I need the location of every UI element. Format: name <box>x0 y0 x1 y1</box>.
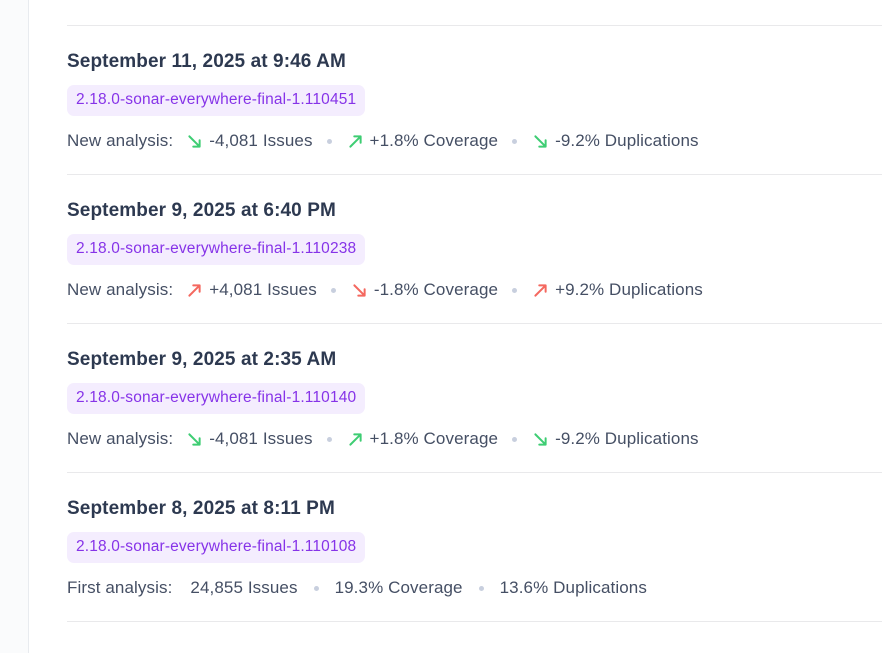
analysis-entry[interactable]: September 9, 2025 at 2:35 AM 2.18.0-sonar… <box>67 324 882 473</box>
trend-up-icon <box>188 283 201 297</box>
analysis-entry[interactable]: September 11, 2025 at 9:46 AM 2.18.0-sona… <box>67 26 882 175</box>
metric-value: +4,081 Issues <box>209 280 317 299</box>
analysis-date: September 11, 2025 at 9:46 AM <box>67 51 346 72</box>
metric-value: +1.8% Coverage <box>369 131 499 150</box>
trend-up-icon <box>534 283 547 297</box>
analysis-date: September 9, 2025 at 2:35 AM <box>67 349 337 370</box>
version-badge-row: 2.18.0-sonar-everywhere-final-1.110451 <box>67 85 882 116</box>
metric-value: 13.6% Duplications <box>499 578 647 597</box>
version-badge-row: 2.18.0-sonar-everywhere-final-1.110238 <box>67 234 882 265</box>
dot-separator-icon <box>512 287 518 293</box>
trend-down-icon <box>188 432 201 446</box>
analysis-summary: New analysis: -4,081 Issues +1.8% Coverage… <box>67 427 882 451</box>
dot-separator-icon <box>326 436 332 442</box>
analysis-type-label: New analysis: <box>67 131 174 150</box>
analysis-entry[interactable]: September 9, 2025 at 6:40 PM 2.18.0-sonar… <box>67 175 882 324</box>
metric-value: +9.2% Duplications <box>555 280 703 299</box>
trend-up-icon <box>348 432 362 446</box>
analysis-type-label: First analysis: <box>67 578 173 597</box>
trend-down-icon <box>188 134 201 148</box>
metric-value: -9.2% Duplications <box>555 131 699 150</box>
dot-separator-icon <box>330 287 336 293</box>
analysis-activity-list: September 11, 2025 at 9:46 AM 2.18.0-sona… <box>67 25 882 622</box>
dot-separator-icon <box>478 585 484 591</box>
version-badge-row: 2.18.0-sonar-everywhere-final-1.110108 <box>67 532 882 563</box>
version-badge: 2.18.0-sonar-everywhere-final-1.110140 <box>67 383 366 414</box>
analysis-type-label: New analysis: <box>67 429 174 448</box>
trend-down-icon <box>353 283 366 297</box>
analysis-date: September 8, 2025 at 8:11 PM <box>67 498 335 519</box>
analysis-date: September 9, 2025 at 6:40 PM <box>67 200 336 221</box>
metric-value: +1.8% Coverage <box>369 429 499 448</box>
version-badge: 2.18.0-sonar-everywhere-final-1.110451 <box>67 85 366 116</box>
dot-separator-icon <box>512 436 518 442</box>
version-badge-row: 2.18.0-sonar-everywhere-final-1.110140 <box>67 383 882 414</box>
version-badge: 2.18.0-sonar-everywhere-final-1.110238 <box>67 234 366 265</box>
version-badge: 2.18.0-sonar-everywhere-final-1.110108 <box>67 532 366 563</box>
analysis-entry[interactable]: September 8, 2025 at 8:11 PM 2.18.0-sonar… <box>67 473 882 622</box>
dot-separator-icon <box>326 138 332 144</box>
metric-value: -4,081 Issues <box>209 131 313 150</box>
sidebar-edge <box>0 0 29 653</box>
analysis-summary: New analysis: +4,081 Issues -1.8% Coverage… <box>67 278 882 302</box>
trend-down-icon <box>534 432 547 446</box>
analysis-summary: First analysis: 24,855 Issues 19.3% Covera… <box>67 576 882 600</box>
activity-feed-panel: September 11, 2025 at 9:46 AM 2.18.0-sona… <box>30 0 882 653</box>
metric-value: -9.2% Duplications <box>555 429 699 448</box>
trend-up-icon <box>348 134 362 148</box>
analysis-summary: New analysis: -4,081 Issues +1.8% Coverage… <box>67 129 882 153</box>
metric-value: 24,855 Issues <box>190 578 298 597</box>
dot-separator-icon <box>313 585 319 591</box>
trend-down-icon <box>534 134 547 148</box>
metric-value: -4,081 Issues <box>209 429 313 448</box>
metric-value: -1.8% Coverage <box>373 280 499 299</box>
analysis-type-label: New analysis: <box>67 280 174 299</box>
dot-separator-icon <box>512 138 518 144</box>
metric-value: 19.3% Coverage <box>334 578 463 597</box>
